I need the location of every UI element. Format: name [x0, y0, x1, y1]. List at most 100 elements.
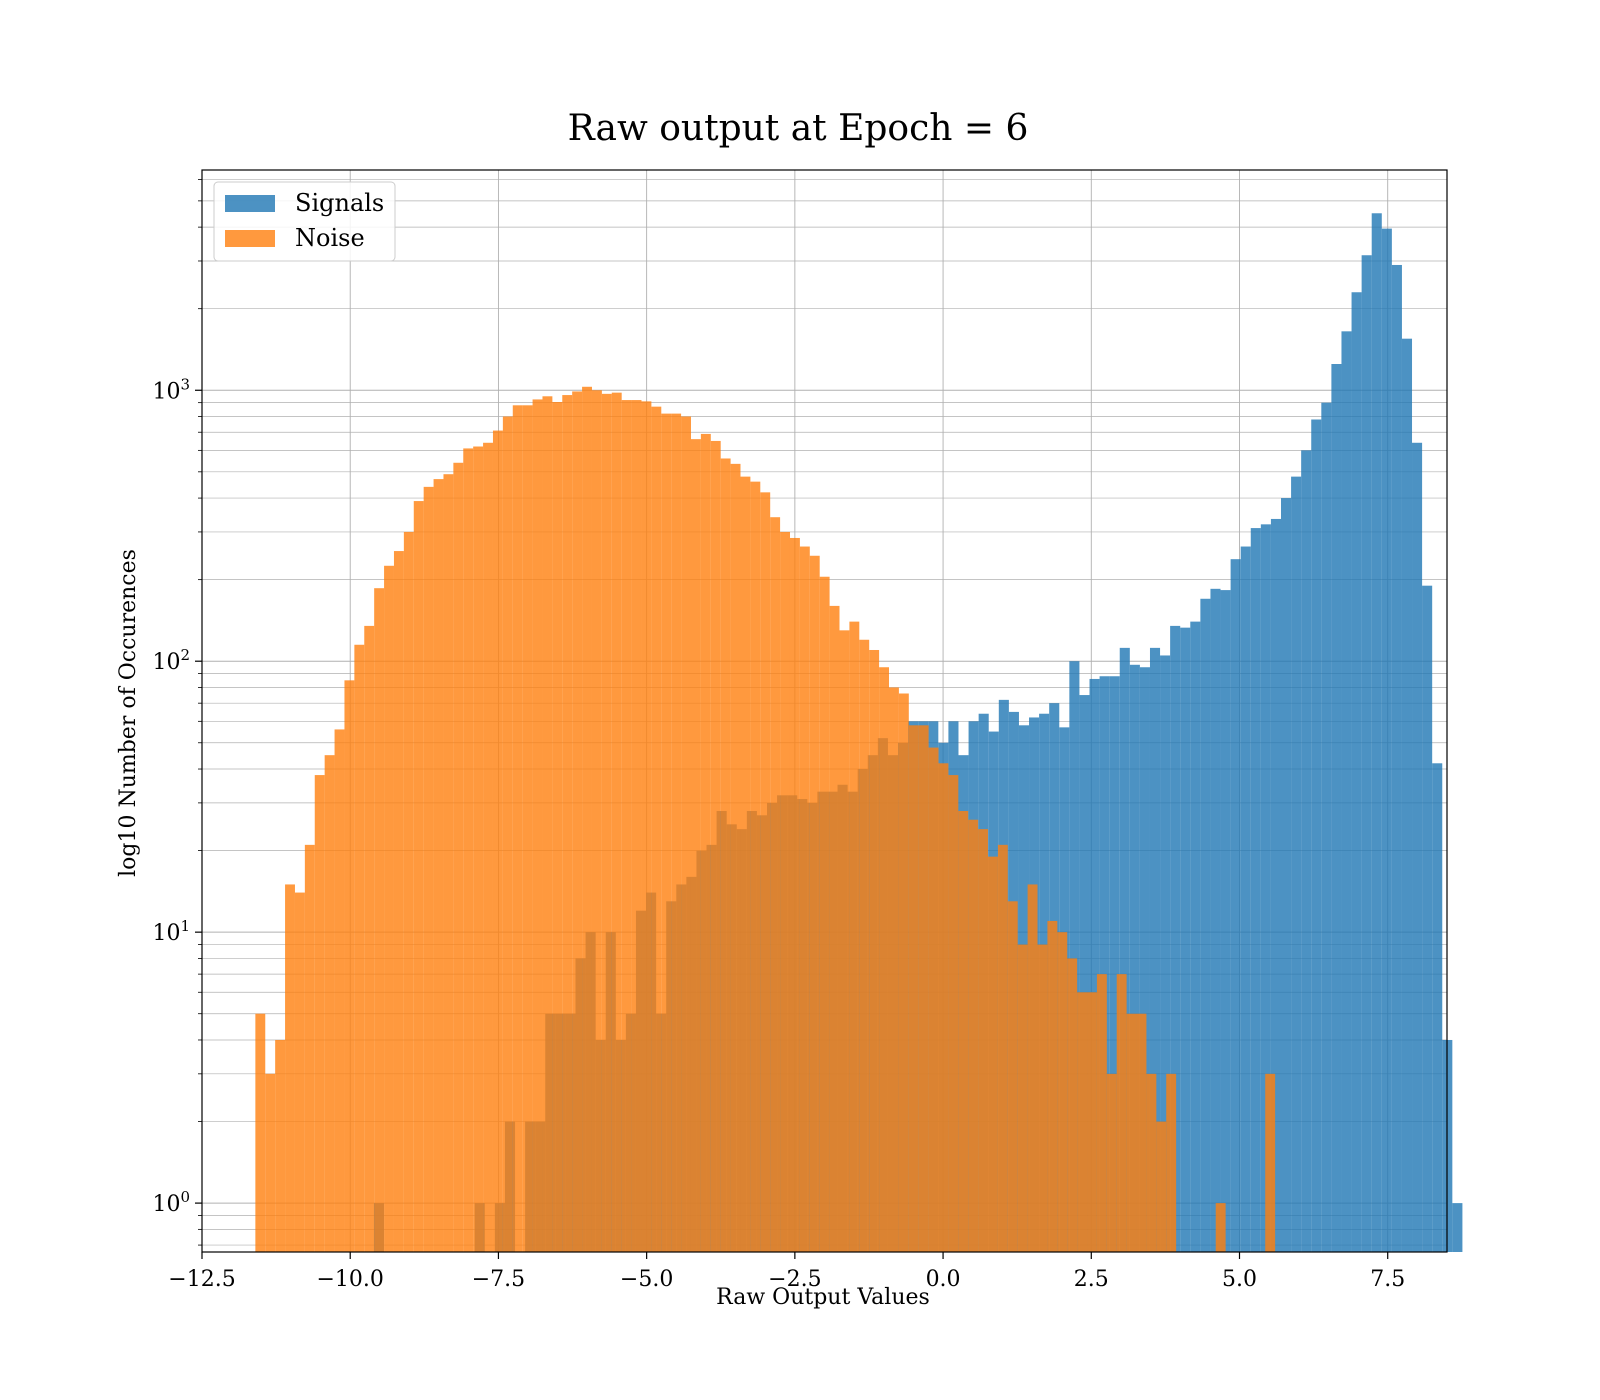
bar-noise — [601, 393, 612, 1252]
bar-noise — [374, 588, 385, 1252]
bar-noise — [1126, 1013, 1137, 1252]
bar-noise — [572, 391, 583, 1253]
chart-title: Raw output at Epoch = 6 — [568, 108, 1029, 149]
bar-noise — [1057, 932, 1068, 1252]
y-tick-label: 102 — [152, 646, 190, 675]
bar-noise — [344, 680, 355, 1252]
bar-noise — [720, 458, 731, 1252]
axis-ticks: −12.5 −10.0 −7.5 −5.0 −2.5 0.0 2.5 5.0 7.5 100 101… — [152, 179, 1405, 1292]
bar-noise — [275, 1039, 286, 1252]
bar-signals — [1281, 498, 1292, 1252]
bar-signals — [1099, 676, 1110, 1252]
bar-noise — [334, 729, 345, 1252]
bar-noise — [1067, 958, 1078, 1252]
bar-signals — [1079, 695, 1090, 1252]
bar-noise — [1136, 1013, 1147, 1252]
bar-signals — [1321, 402, 1332, 1252]
bar-noise — [1037, 944, 1048, 1252]
bar-noise — [710, 440, 721, 1253]
bar-noise — [690, 439, 701, 1252]
bar-noise — [433, 479, 444, 1252]
bar-signals — [1412, 442, 1423, 1252]
bar-noise — [1166, 1073, 1177, 1252]
bar-noise — [997, 844, 1008, 1252]
bar-noise — [839, 630, 850, 1252]
bar-noise — [730, 463, 741, 1252]
bar-noise — [483, 442, 493, 1252]
bar-noise — [1047, 920, 1058, 1252]
bar-noise — [403, 531, 414, 1252]
bar-noise — [780, 531, 790, 1252]
bar-signals — [1381, 228, 1392, 1252]
bar-noise — [1106, 1073, 1117, 1252]
bar-noise — [1017, 944, 1028, 1252]
bar-signals — [1190, 621, 1201, 1252]
bar-signals — [1160, 655, 1171, 1252]
bar-signals — [1341, 331, 1352, 1253]
bar-noise — [948, 775, 959, 1252]
bar-noise — [512, 405, 523, 1252]
bar-noise — [641, 401, 652, 1253]
bar-noise — [661, 413, 672, 1252]
legend: Signals Noise — [213, 181, 396, 262]
bar-signals — [1170, 625, 1181, 1252]
bar-noise — [869, 649, 880, 1252]
x-tick-label: −10.0 — [317, 1267, 384, 1292]
bar-noise — [384, 565, 394, 1252]
bar-noise — [879, 667, 890, 1252]
bar-noise — [958, 810, 969, 1252]
bar-noise — [473, 446, 484, 1252]
bar-noise — [1007, 901, 1018, 1252]
legend-swatch-noise — [225, 230, 275, 247]
bar-noise — [968, 819, 979, 1252]
bar-noise — [532, 399, 543, 1253]
bar-noise — [789, 537, 800, 1252]
bar-signals — [1260, 524, 1271, 1252]
bar-noise — [988, 856, 998, 1252]
bar-noise — [809, 555, 820, 1252]
bar-noise — [443, 474, 454, 1252]
bar-noise — [829, 605, 840, 1252]
bar-noise — [651, 406, 662, 1252]
bar-noise — [1215, 1203, 1226, 1252]
bar-signals — [1149, 647, 1161, 1252]
bar-noise — [978, 829, 989, 1252]
bar-noise — [354, 644, 365, 1252]
bar-signals — [1452, 1203, 1463, 1252]
bar-noise — [918, 725, 929, 1252]
bar-signals — [1371, 213, 1382, 1253]
bar-signals — [1311, 419, 1322, 1252]
series-noise-bars — [255, 386, 1276, 1253]
bar-noise — [582, 386, 592, 1253]
bar-noise — [611, 392, 622, 1252]
bar-noise — [1156, 1121, 1167, 1252]
bar-signals — [1180, 627, 1191, 1252]
y-tick-label: 101 — [152, 917, 190, 946]
bar-noise — [799, 546, 810, 1252]
bar-noise — [562, 395, 573, 1252]
bar-noise — [364, 625, 375, 1252]
x-tick-label: −2.5 — [768, 1267, 821, 1292]
bar-noise — [552, 402, 563, 1252]
bar-signals — [1089, 678, 1100, 1252]
bar-noise — [770, 517, 781, 1252]
y-axis-label: log10 Number of Occurences — [116, 549, 141, 877]
bar-noise — [492, 430, 503, 1253]
bar-signals — [1129, 664, 1140, 1252]
bar-noise — [700, 433, 711, 1252]
bar-noise — [285, 884, 295, 1252]
x-tick-label: −7.5 — [472, 1267, 525, 1292]
bar-noise — [750, 481, 761, 1252]
bar-noise — [859, 639, 870, 1252]
bar-noise — [849, 621, 860, 1252]
bar-noise — [671, 413, 682, 1252]
bar-noise — [740, 476, 751, 1252]
x-tick-label: −5.0 — [620, 1267, 673, 1292]
bar-noise — [938, 763, 949, 1252]
x-tick-label: 0.0 — [926, 1267, 961, 1292]
bar-noise — [1265, 1073, 1276, 1252]
bar-noise — [522, 405, 533, 1252]
bar-noise — [502, 416, 513, 1252]
bar-signals — [1230, 559, 1241, 1252]
